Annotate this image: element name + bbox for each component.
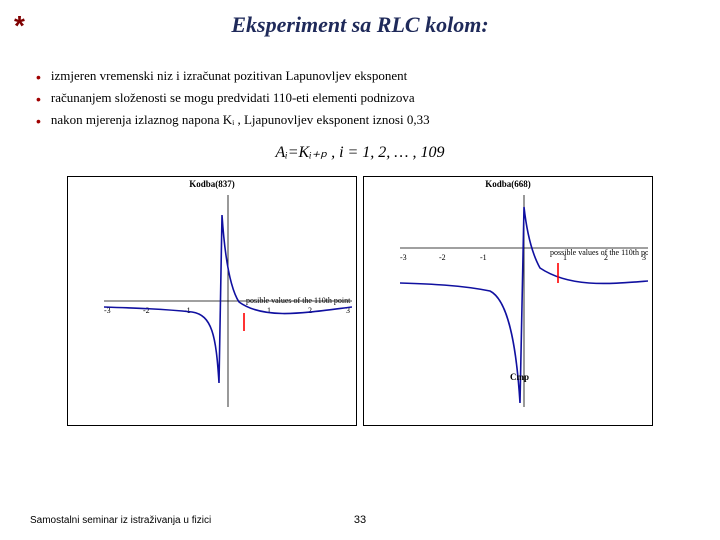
plot-area: -3 -2 -1 1 2 3 1 -1 -2 -3 p	[400, 195, 646, 405]
chart-svg: -3 -2 -1 1 2 3 1 0.5 -0.5 -1	[104, 195, 352, 407]
page-number: 33	[0, 514, 720, 526]
chart-left: Kodba(837) -3 -2 -1 1 2 3	[67, 176, 357, 426]
slide-title: Eksperiment sa RLC kolom:	[30, 12, 690, 38]
bullet-item: • nakon mjerenja izlaznog napona Kᵢ , Lj…	[36, 112, 690, 128]
plot-area: -3 -2 -1 1 2 3 1 0.5 -0.5 -1	[104, 195, 350, 405]
svg-text:-1: -1	[184, 306, 191, 315]
bullet-text: izmjeren vremenski niz i izračunat pozit…	[51, 68, 407, 84]
y-label: Cmp	[510, 372, 529, 382]
svg-text:2: 2	[308, 306, 312, 315]
bullet-dot-icon: •	[36, 92, 41, 106]
equation: Aᵢ=Kᵢ₊ₚ , i = 1, 2, … , 109	[30, 142, 690, 162]
svg-text:-1: -1	[480, 253, 487, 262]
title-text: Eksperiment sa RLC kolom	[231, 12, 481, 37]
annotation: possible values of the 110th point	[550, 248, 648, 257]
svg-text:-2: -2	[143, 306, 150, 315]
svg-text:1: 1	[267, 306, 271, 315]
bullet-dot-icon: •	[36, 70, 41, 84]
chart-svg: -3 -2 -1 1 2 3 1 -1 -2 -3 p	[400, 195, 648, 407]
bullet-dot-icon: •	[36, 114, 41, 128]
chart-right: Kodba(668) -3 -2 -1 1 2 3 1 -1	[363, 176, 653, 426]
chart-title: Kodba(837)	[68, 179, 356, 189]
title-colon: :	[481, 12, 488, 37]
equation-rhs: , i = 1, 2, … , 109	[331, 144, 444, 161]
asterisk-decor: *	[14, 10, 25, 42]
bullet-list: • izmjeren vremenski niz i izračunat poz…	[36, 68, 690, 128]
annotation: posible values of the 110th point	[246, 296, 351, 305]
svg-text:-3: -3	[400, 253, 407, 262]
chart-title: Kodba(668)	[364, 179, 652, 189]
bullet-text: nakon mjerenja izlaznog napona Kᵢ , Ljap…	[51, 112, 430, 128]
x-ticks: -3 -2 -1 1 2 3	[104, 306, 350, 315]
bullet-item: • izmjeren vremenski niz i izračunat poz…	[36, 68, 690, 84]
svg-text:-2: -2	[439, 253, 446, 262]
equation-lhs: Aᵢ=Kᵢ₊ₚ	[275, 144, 327, 161]
bullet-item: • računanjem složenosti se mogu predvida…	[36, 90, 690, 106]
slide: * Eksperiment sa RLC kolom: • izmjeren v…	[0, 0, 720, 540]
charts-row: Kodba(837) -3 -2 -1 1 2 3	[30, 176, 690, 426]
bullet-text: računanjem složenosti se mogu predvidati…	[51, 90, 415, 106]
